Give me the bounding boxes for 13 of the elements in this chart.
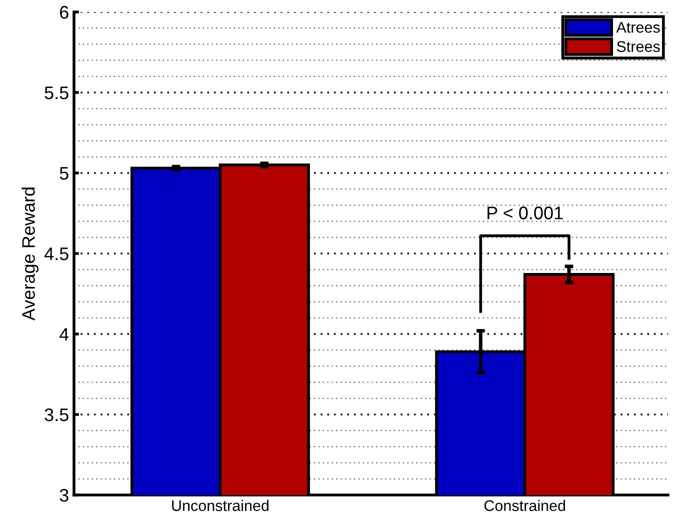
y-axis-title: Average Reward <box>22 188 38 321</box>
y-tick-label: 5 <box>60 167 68 180</box>
y-tick-label: 3.5 <box>44 408 68 422</box>
y-tick-label: 4 <box>60 328 69 341</box>
x-tick-label: Unconstrained <box>172 500 268 512</box>
x-tick-label: Constrained <box>484 500 566 512</box>
legend-label: Strees <box>616 41 660 52</box>
annotation: P < 0.001 <box>488 206 563 220</box>
y-tick-label: 6 <box>60 6 68 19</box>
y-tick-label: 3 <box>60 488 68 502</box>
legend-label: Atrees <box>616 22 660 33</box>
y-tick-label: 4.5 <box>44 248 68 260</box>
y-tick-label: 5.5 <box>44 86 68 100</box>
